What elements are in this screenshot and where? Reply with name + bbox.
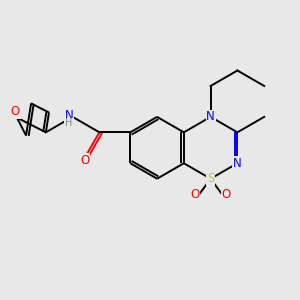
Text: S: S — [207, 172, 214, 185]
Text: O: O — [11, 105, 20, 118]
Text: N: N — [65, 110, 74, 122]
Text: H: H — [65, 118, 73, 128]
Text: N: N — [233, 157, 242, 170]
Text: N: N — [206, 110, 215, 123]
Text: O: O — [222, 188, 231, 200]
Text: O: O — [190, 188, 200, 200]
Text: O: O — [80, 154, 89, 167]
